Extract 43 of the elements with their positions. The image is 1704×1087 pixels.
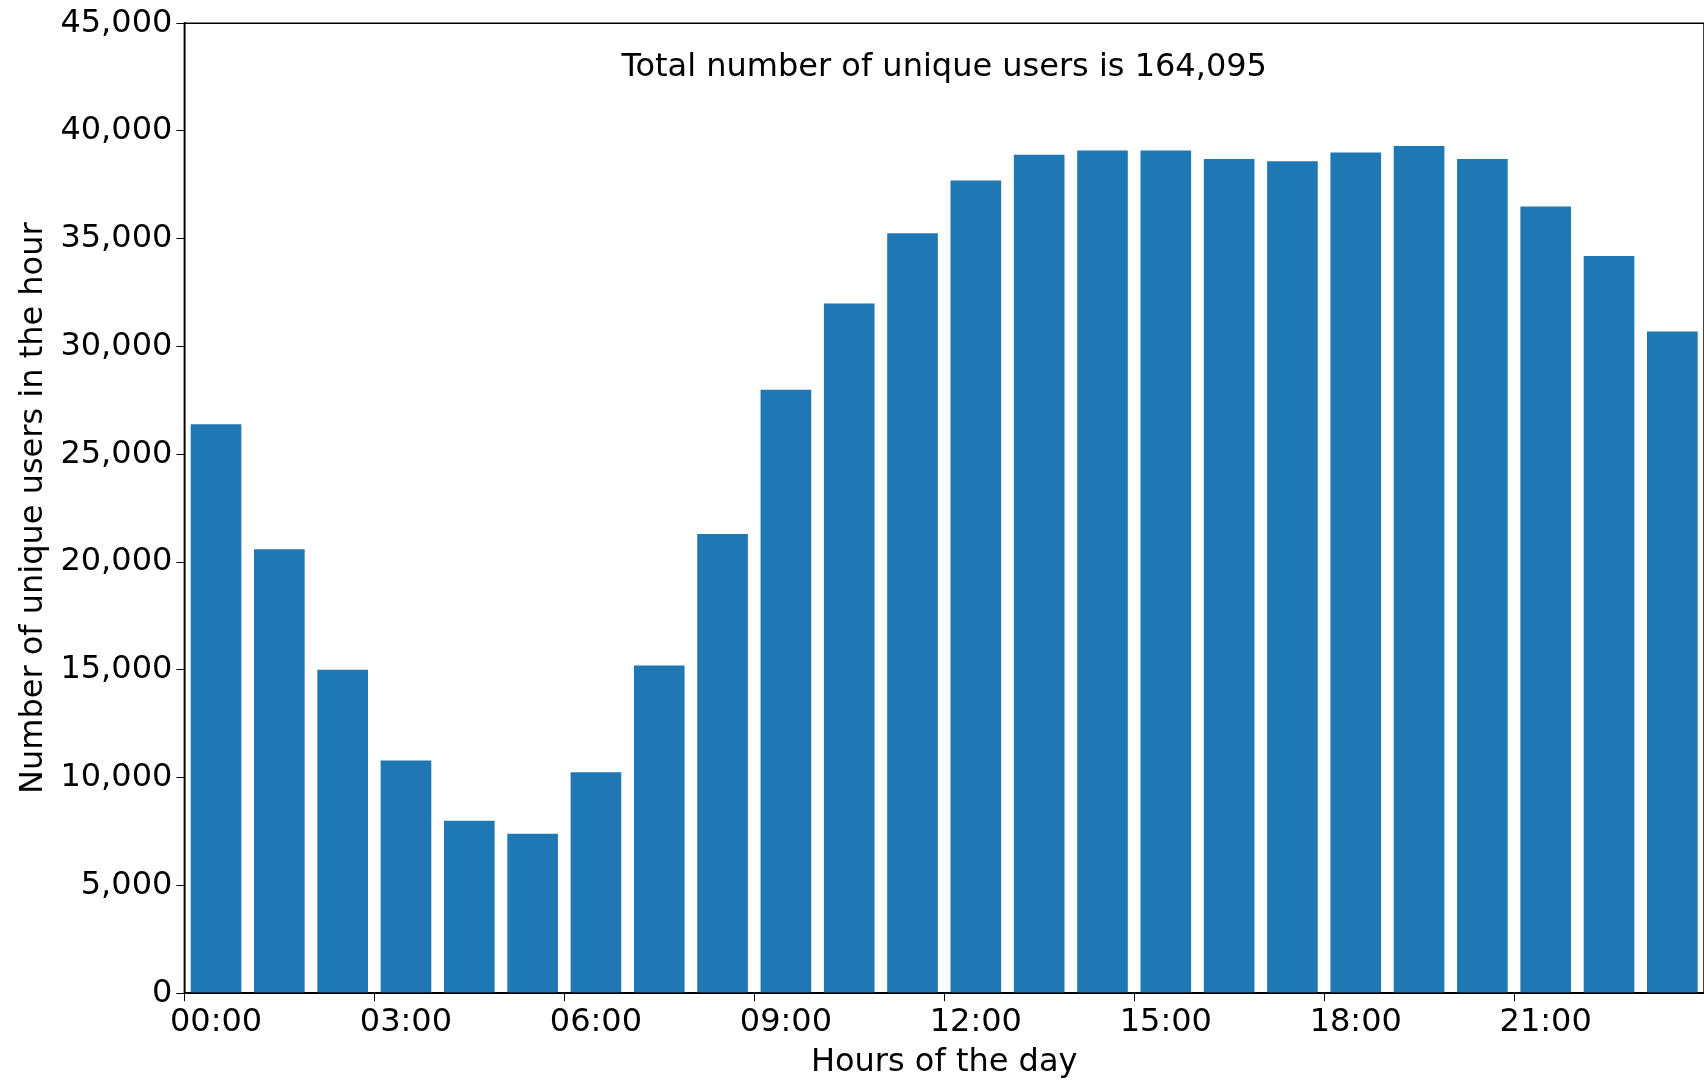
bar	[633, 665, 685, 993]
bar	[190, 424, 242, 993]
bar	[507, 833, 558, 993]
bar	[1583, 256, 1635, 993]
bar	[1330, 152, 1382, 993]
y-tick-label: 10,000	[60, 755, 173, 794]
y-tick-label: 25,000	[60, 432, 173, 471]
x-tick-label: 18:00	[1309, 1000, 1402, 1039]
bar	[1077, 150, 1128, 993]
bar	[1267, 161, 1318, 993]
bar	[1140, 150, 1192, 993]
x-tick-label: 03:00	[359, 1000, 453, 1039]
x-tick-label: 12:00	[929, 1000, 1022, 1039]
bar	[1393, 146, 1445, 993]
y-tick-label: 35,000	[60, 217, 173, 256]
bar	[254, 549, 305, 993]
bar	[1457, 159, 1508, 993]
bar	[1203, 159, 1255, 993]
bar	[317, 669, 368, 993]
bar	[570, 772, 622, 993]
x-tick-label: 15:00	[1119, 1000, 1212, 1039]
y-tick-label: 20,000	[60, 540, 173, 579]
annotation: Total number of unique users is 164,095	[620, 45, 1267, 84]
bar	[1013, 154, 1065, 993]
bar	[950, 180, 1002, 993]
bar	[1520, 206, 1572, 993]
bar	[1647, 331, 1698, 993]
x-tick-label: 09:00	[739, 1000, 832, 1039]
bar	[443, 820, 495, 993]
bar	[697, 534, 748, 993]
x-tick-label: 21:00	[1499, 1000, 1592, 1039]
y-tick-label: 15,000	[60, 648, 173, 687]
x-tick-label: 06:00	[549, 1000, 643, 1039]
x-axis-title: Hours of the day	[810, 1041, 1078, 1080]
bar	[380, 760, 432, 993]
bar	[823, 303, 875, 993]
y-tick-label: 5,000	[80, 863, 173, 902]
y-tick-label: 30,000	[60, 324, 173, 363]
y-axis-title: Number of unique users in the hour	[11, 221, 50, 794]
y-tick-label: 45,000	[60, 1, 173, 40]
y-tick-label: 40,000	[60, 109, 173, 148]
bar	[760, 389, 812, 993]
bar	[887, 233, 938, 993]
